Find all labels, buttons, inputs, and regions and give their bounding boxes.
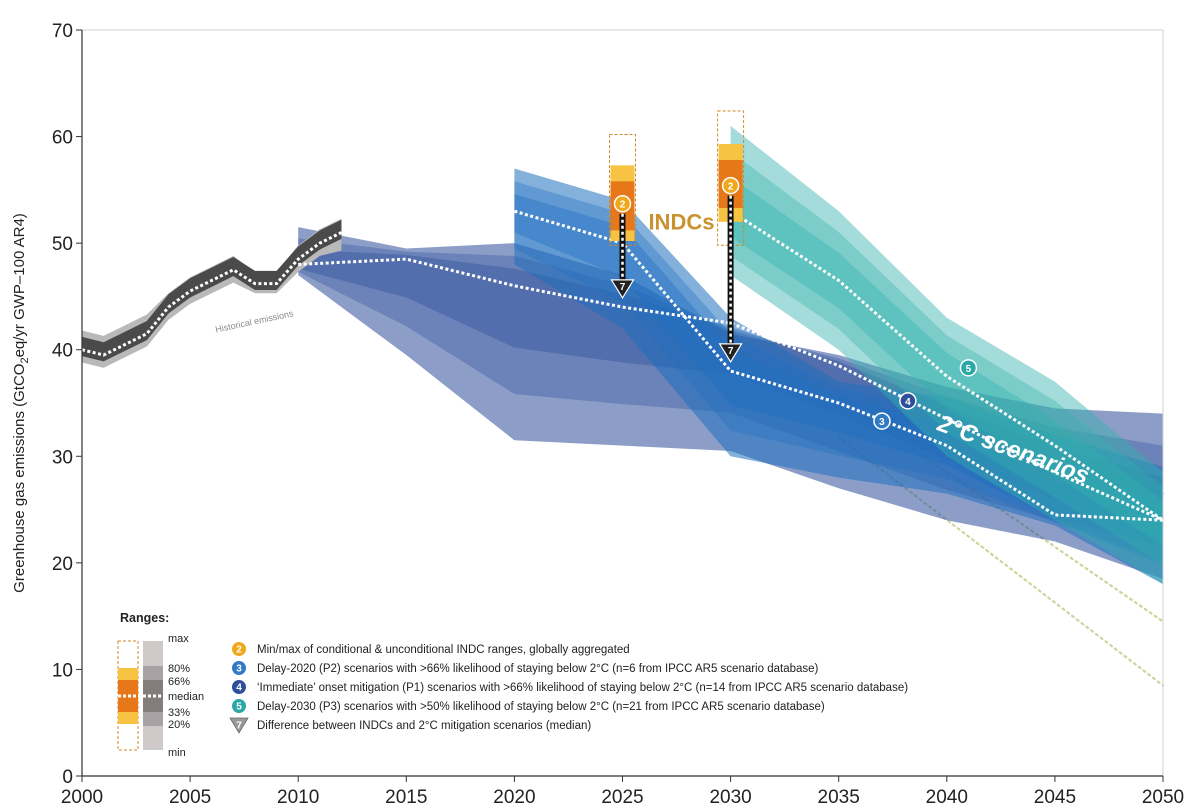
indc-badge-number: 2	[728, 182, 734, 193]
y-tick-label: 40	[52, 341, 73, 362]
scenario-marker-number: 4	[905, 397, 911, 408]
x-tick-label: 2010	[277, 787, 319, 805]
legend-title: Ranges:	[120, 611, 169, 625]
p1-band-66	[298, 249, 1163, 544]
indc-badge	[613, 194, 632, 213]
x-tick-label: 2000	[61, 787, 103, 805]
p1-median-line	[298, 257, 1164, 522]
y-tick-label: 50	[52, 234, 73, 255]
legend-range-label: max	[168, 633, 189, 645]
y-tick-label: 0	[62, 767, 73, 788]
indc-outer-range	[609, 133, 636, 246]
gap-arrow-head	[610, 279, 635, 300]
gap-arrow-number: 7	[620, 282, 626, 293]
legend-entry-text: Delay-2020 (P2) scenarios with >66% like…	[257, 663, 819, 675]
p3-band-80	[730, 151, 1163, 565]
legend-badge-number: 2	[236, 645, 242, 656]
legend-range-label: 33%	[168, 707, 190, 719]
scenario-marker	[899, 392, 917, 410]
scenario-marker-number: 5	[966, 364, 972, 375]
x-tick-label: 2025	[601, 787, 643, 805]
y-tick-label: 70	[52, 21, 73, 42]
legend-range-label: 20%	[168, 719, 190, 731]
y-axis-label: Greenhouse gas emissions (GtCO2eq/yr GWP…	[11, 213, 31, 593]
gap-arrow-number: 7	[728, 346, 734, 357]
legend-badge	[231, 641, 247, 657]
indcs-label: INDCs	[648, 209, 714, 234]
y-tick-label: 20	[52, 554, 73, 575]
p2-band-66	[514, 194, 1163, 546]
y-tick-label: 30	[52, 447, 73, 468]
legend-entry-text: Delay-2030 (P3) scenarios with >50% like…	[257, 701, 825, 713]
legend-badge	[231, 698, 247, 714]
legend-badge-number: 3	[236, 664, 242, 675]
p3-band-range	[730, 125, 1163, 585]
legend-range-label: 66%	[168, 676, 190, 688]
legend: Ranges: max 80%66% median 33%20% min 2 Min/max …	[117, 611, 908, 759]
legend-arrow-icon	[229, 717, 249, 734]
legend-entry-text: Min/max of conditional & unconditional I…	[257, 644, 630, 656]
legend-range-label: median	[168, 691, 204, 703]
gap-arrow-head	[718, 343, 743, 363]
indc-badge	[721, 176, 740, 195]
legend-badge	[231, 679, 247, 695]
x-tick-label: 2005	[169, 787, 211, 805]
historical-band-inner	[82, 219, 342, 362]
legend-badge	[231, 660, 247, 676]
legend-badge-number: 7	[236, 721, 242, 732]
legend-badge-number: 4	[236, 683, 242, 694]
indc-outer-range	[717, 110, 745, 246]
x-tick-label: 2050	[1142, 787, 1184, 805]
legend-entry-text: ‘Immediate’ onset mitigation (P1) scenar…	[257, 682, 908, 694]
x-tick-label: 2015	[385, 787, 427, 805]
x-tick-label: 2035	[818, 787, 860, 805]
scenario-marker	[959, 359, 978, 377]
y-tick-label: 10	[52, 660, 73, 681]
p2-band-80	[514, 181, 1163, 565]
legend-range-label: min	[168, 747, 186, 759]
historical-median-line	[81, 231, 343, 357]
historical-emissions-label: Historical emissions	[214, 308, 294, 334]
scenario-marker	[873, 412, 891, 430]
x-tick-label: 2040	[926, 787, 968, 805]
legend-entry-text: Difference between INDCs and 2°C mitigat…	[257, 720, 591, 732]
x-tick-label: 2020	[493, 787, 535, 805]
y-tick-label: 60	[52, 128, 73, 149]
axes: 2000 2005 2010 2015 2020 2025 2030 2035 2040 2045…	[11, 21, 1184, 805]
legend-badge-number: 5	[236, 702, 242, 713]
x-tick-label: 2045	[1034, 787, 1076, 805]
scenario-marker-number: 3	[879, 417, 885, 428]
legend-indc-outer	[117, 640, 139, 751]
legend-range-label: 80%	[168, 663, 190, 675]
p3-band-66	[730, 177, 1163, 546]
indc-badge-number: 2	[620, 200, 626, 211]
x-tick-label: 2030	[709, 787, 751, 805]
